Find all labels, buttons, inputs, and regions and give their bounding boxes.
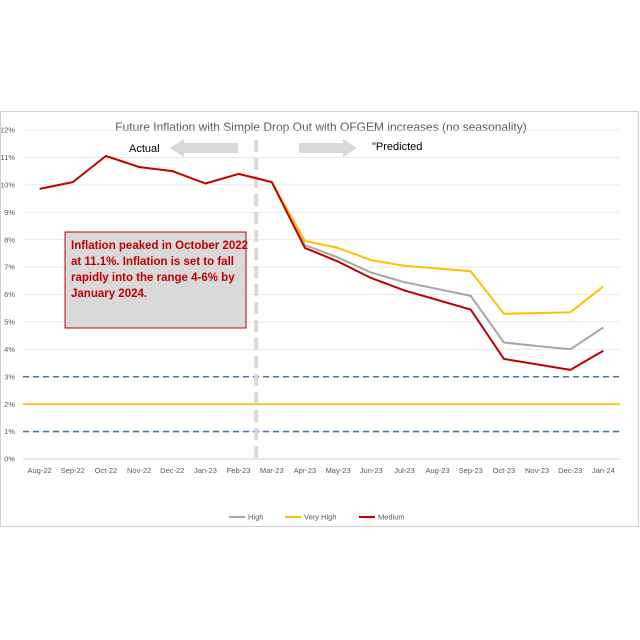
y-tick-label: 4% (4, 345, 15, 354)
x-tick-label: Jun-23 (360, 466, 383, 475)
series-line-medium (39, 155, 604, 371)
direction-arrows: Actual "Predicted (129, 139, 422, 157)
series-lines (39, 155, 605, 371)
x-tick-label: Apr-23 (294, 466, 317, 475)
actual-label: Actual (129, 143, 160, 155)
left-arrow-shape (170, 139, 238, 157)
legend-label: High (248, 513, 263, 522)
y-tick-label: 11% (1, 153, 15, 162)
y-tick-label: 5% (4, 318, 15, 327)
series-line-very-high (270, 181, 605, 315)
x-tick-label: Aug-22 (27, 466, 51, 475)
x-tick-label: Jul-23 (394, 466, 414, 475)
chart-frame: Future Inflation with Simple Drop Out wi… (0, 111, 639, 527)
callout-line-1: Inflation peaked in October 2022 (71, 240, 248, 252)
callout-line-2: at 11.1%. Inflation is set to fall (71, 256, 234, 268)
x-tick-label: Oct-22 (95, 466, 118, 475)
x-tick-label: Feb-23 (227, 466, 251, 475)
callout-line-4: January 2024. (71, 288, 147, 300)
y-tick-label: 2% (4, 400, 15, 409)
x-tick-label: Dec-23 (558, 466, 582, 475)
y-tick-label: 0% (4, 455, 15, 464)
x-tick-label: Sep-22 (61, 466, 85, 475)
y-tick-label: 6% (4, 290, 15, 299)
x-tick-label: Nov-23 (525, 466, 549, 475)
x-tick-label: Dec-22 (160, 466, 184, 475)
legend-label: Medium (378, 513, 405, 522)
predicted-label: "Predicted (372, 141, 422, 153)
chart-title: Future Inflation with Simple Drop Out wi… (115, 120, 527, 134)
x-tick-label: Nov-22 (127, 466, 151, 475)
x-tick-label: Oct-23 (493, 466, 516, 475)
x-axis-ticks: Aug-22 Sep-22 Oct-22 Nov-22 Dec-22 Jan-23 Feb-… (27, 466, 614, 475)
right-arrow-shape (299, 139, 357, 157)
x-tick-label: Aug-23 (425, 466, 449, 475)
inflation-line-chart: Future Inflation with Simple Drop Out wi… (1, 120, 620, 522)
x-tick-label: Jan-24 (592, 466, 615, 475)
x-tick-label: May-23 (326, 466, 351, 475)
x-tick-label: Sep-23 (459, 466, 483, 475)
callout-box: Inflation peaked in October 2022 at 11.1… (64, 231, 248, 329)
y-tick-label: 9% (4, 208, 15, 217)
x-tick-label: Mar-23 (260, 466, 284, 475)
callout-line-3: rapidly into the range 4-6% by (71, 272, 235, 284)
y-tick-label: 10% (1, 180, 15, 189)
series-line-high (270, 181, 604, 351)
y-axis-ticks: 0% 1% 2% 3% 4% 5% 6% 7% 8% 9% 10% 11% 12% (1, 126, 15, 464)
legend: High Very High Medium (229, 513, 405, 522)
x-tick-label: Jan-23 (194, 466, 217, 475)
reference-lines (23, 375, 620, 433)
y-tick-label: 12% (1, 126, 15, 135)
legend-label: Very High (304, 513, 337, 522)
y-tick-label: 7% (4, 263, 15, 272)
y-tick-label: 8% (4, 235, 15, 244)
y-tick-label: 3% (4, 372, 15, 381)
y-tick-label: 1% (4, 427, 15, 436)
